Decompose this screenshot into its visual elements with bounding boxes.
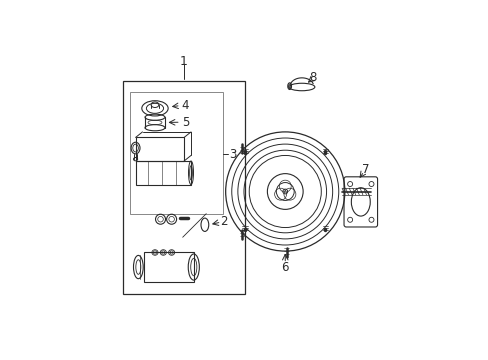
Bar — [123, 81, 244, 294]
Text: 4: 4 — [182, 99, 189, 112]
Text: 1: 1 — [180, 55, 188, 68]
Bar — [130, 92, 223, 214]
Bar — [135, 161, 191, 185]
Text: 7: 7 — [361, 163, 368, 176]
Text: 6: 6 — [281, 261, 288, 274]
Text: 3: 3 — [228, 148, 236, 161]
Bar — [135, 138, 183, 161]
Bar — [143, 252, 193, 282]
Text: 8: 8 — [309, 71, 316, 84]
Text: 5: 5 — [182, 116, 189, 129]
Text: 2: 2 — [220, 216, 227, 229]
